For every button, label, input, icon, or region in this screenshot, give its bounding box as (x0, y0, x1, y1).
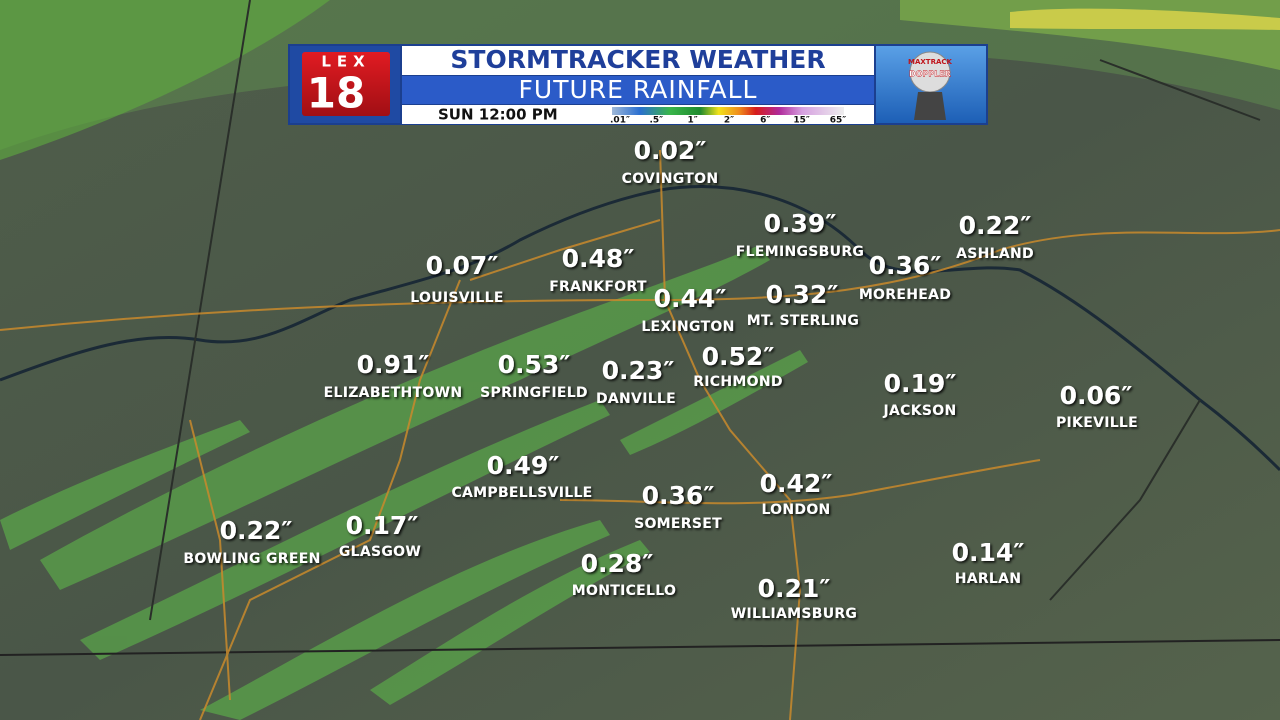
rainfall-amount: 0.07″ (426, 251, 499, 280)
rainfall-amount: 0.21″ (758, 574, 831, 603)
city-name: CAMPBELLSVILLE (451, 485, 592, 501)
rainfall-amount: 0.36″ (642, 481, 715, 510)
city-name: LEXINGTON (641, 319, 734, 335)
city-name: PIKEVILLE (1056, 415, 1138, 431)
rainfall-amount: 0.19″ (884, 369, 957, 398)
highways (0, 149, 1280, 720)
legend-label: 65″ (830, 116, 847, 126)
rain-area (1010, 8, 1280, 30)
rainfall-amount: 0.42″ (760, 469, 833, 498)
state-border (149, 0, 1261, 621)
city-name: MOREHEAD (859, 287, 951, 303)
rainfall-amount: 0.52″ (702, 342, 775, 371)
city-name: FLEMINGSBURG (736, 244, 864, 260)
header-title: STORMTRACKER WEATHER (450, 45, 825, 74)
logo-letters: LEX (321, 53, 370, 71)
rainfall-amount: 0.23″ (602, 356, 675, 385)
city-labels: 0.02″ COVINGTON 0.39″ FLEMINGSBURG 0.22″ ASHL… (183, 136, 1138, 622)
city-name: WILLIAMSBURG (731, 606, 857, 622)
legend-label: 2″ (724, 116, 734, 126)
rain-area (0, 0, 1280, 150)
valid-time: SUN 12:00 PM (438, 106, 558, 124)
rain-area (0, 0, 330, 160)
subtitle-bar (402, 76, 874, 104)
rainfall-amount: 0.44″ (654, 284, 727, 313)
rainfall-amount: 0.14″ (952, 538, 1025, 567)
city-name: BOWLING GREEN (183, 551, 320, 567)
rainfall-amount: 0.49″ (487, 451, 560, 480)
radar-tower (914, 92, 946, 120)
rainfall-amount: 0.36″ (869, 251, 942, 280)
city-name: GLASGOW (339, 544, 421, 560)
legend-label: 15″ (793, 116, 810, 126)
city-name: MT. STERLING (747, 313, 859, 329)
header: LEX 18 STORMTRACKER WEATHER FUTURE RAINF… (288, 44, 988, 126)
city-name: JACKSON (883, 403, 957, 419)
rainfall-amount: 0.17″ (346, 511, 419, 540)
rainfall-amount: 0.06″ (1060, 381, 1133, 410)
logo-number: 18 (307, 69, 365, 118)
legend-label: .5″ (649, 116, 663, 126)
city-name: FRANKFORT (549, 279, 647, 295)
rainfall-amount: 0.02″ (634, 136, 707, 165)
rainfall-amount: 0.53″ (498, 350, 571, 379)
city-name: ELIZABETHTOWN (324, 385, 463, 401)
city-name: SOMERSET (634, 516, 722, 532)
title-bar (402, 46, 874, 75)
legend-label: 6″ (760, 116, 770, 126)
city-name: LOUISVILLE (410, 290, 503, 306)
city-name: COVINGTON (622, 171, 719, 187)
city-name: DANVILLE (596, 391, 676, 407)
legend-label: 1″ (688, 116, 698, 126)
header-subtitle: FUTURE RAINFALL (519, 75, 758, 104)
river (0, 185, 1280, 472)
rainfall-amount: 0.22″ (220, 516, 293, 545)
rainfall-amount: 0.32″ (766, 280, 839, 309)
rainfall-amount: 0.22″ (959, 211, 1032, 240)
radar-brand: MAXTRACK (908, 58, 953, 66)
city-name: HARLAN (955, 571, 1022, 587)
rainfall-amount: 0.39″ (764, 209, 837, 238)
rainfall-amount: 0.91″ (357, 350, 430, 379)
rainfall-amount: 0.48″ (562, 244, 635, 273)
legend-labels: .01″ .5″ 1″ 2″ 6″ 15″ 65″ (610, 116, 846, 126)
rainfall-amount: 0.28″ (581, 549, 654, 578)
legend-scale (612, 107, 844, 115)
radar-label: DOPPLER (909, 70, 951, 79)
legend-label: .01″ (610, 116, 630, 126)
city-name: ASHLAND (956, 246, 1034, 262)
city-name: RICHMOND (693, 374, 783, 390)
state-border (0, 639, 1280, 656)
city-name: MONTICELLO (572, 583, 676, 599)
city-name: SPRINGFIELD (480, 385, 588, 401)
logo-badge (302, 52, 390, 116)
city-name: LONDON (761, 502, 830, 518)
